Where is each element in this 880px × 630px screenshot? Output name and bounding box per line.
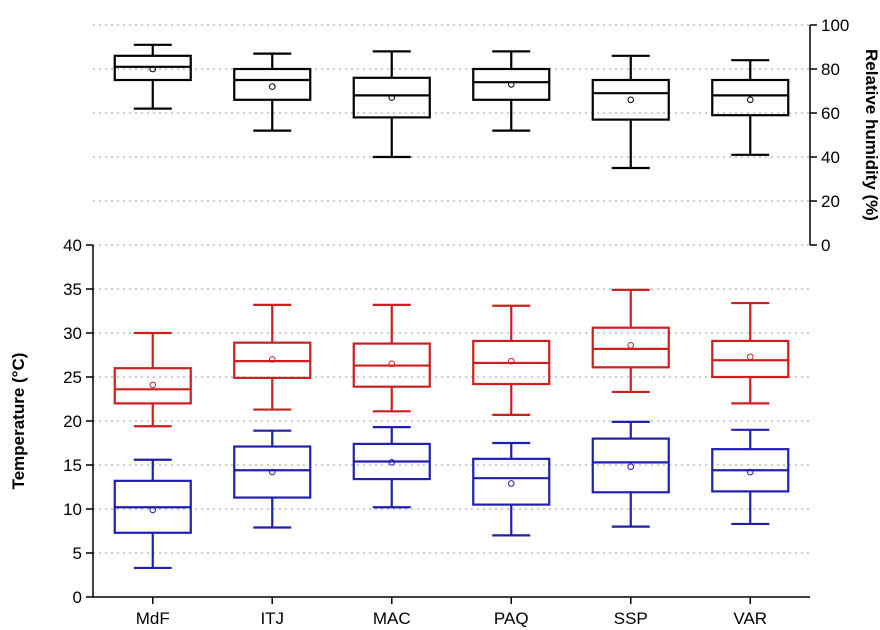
temperature-min-mean-marker	[508, 481, 514, 487]
humidity-tick-label: 20	[821, 192, 840, 211]
humidity-box-PAQ	[473, 51, 549, 130]
humidity-panel: 0 20 40 60 80 100 Relative humidity (%)	[93, 16, 880, 255]
temperature-tick-label: 10	[63, 500, 82, 519]
humidity-tick-label: 40	[821, 148, 840, 167]
temperature-max-mean-marker	[628, 343, 634, 349]
temperature-tick-label: 15	[63, 456, 82, 475]
temperature-min-box-MAC	[354, 427, 430, 507]
humidity-tick-label: 0	[821, 236, 830, 255]
temperature-min-box-ITJ	[234, 431, 310, 528]
humidity-box-SSP	[593, 56, 669, 168]
temperature-tick-label: 35	[63, 280, 82, 299]
x-tick-label: ITJ	[260, 609, 284, 628]
temperature-gridlines	[93, 245, 810, 553]
temperature-max-box-ITJ	[234, 305, 310, 410]
temperature-min-box-SSP	[593, 422, 669, 527]
temperature-max-mean-marker	[150, 382, 156, 388]
temperature-tick-label: 5	[73, 544, 82, 563]
temperature-min-mean-marker	[628, 464, 634, 470]
humidity-mean-marker	[628, 97, 634, 103]
temperature-tick-label: 20	[63, 412, 82, 431]
temperature-max-iqr-box	[115, 368, 191, 403]
temperature-tick-label: 0	[73, 588, 82, 607]
temperature-panel: 0 5 10 15 20 25 30 35 40 MdF ITJ MAC PAQ SSP VAR Temp…	[9, 236, 810, 628]
temperature-tick-label: 40	[63, 236, 82, 255]
humidity-iqr-box	[234, 69, 310, 100]
temperature-min-iqr-box	[234, 447, 310, 498]
temperature-tick-label: 30	[63, 324, 82, 343]
humidity-tick-label: 60	[821, 104, 840, 123]
x-tick-label: PAQ	[494, 609, 529, 628]
humidity-box-VAR	[712, 60, 788, 155]
humidity-mean-marker	[747, 97, 753, 103]
temperature-max-box-VAR	[712, 303, 788, 403]
humidity-box-ITJ	[234, 54, 310, 131]
humidity-boxes	[115, 45, 789, 168]
humidity-tick-label: 100	[821, 16, 849, 35]
humidity-iqr-box	[712, 80, 788, 115]
temperature-tick-label: 25	[63, 368, 82, 387]
x-tick-label: VAR	[733, 609, 767, 628]
temperature-boxes	[115, 290, 789, 568]
temperature-min-box-PAQ	[473, 443, 549, 535]
temperature-max-iqr-box	[593, 328, 669, 368]
temperature-min-box-VAR	[712, 430, 788, 524]
humidity-box-MAC	[354, 51, 430, 157]
humidity-iqr-box	[593, 80, 669, 120]
humidity-tick-label: 80	[821, 60, 840, 79]
humidity-y-ticks: 0 20 40 60 80 100	[810, 16, 849, 255]
temperature-max-box-MdF	[115, 333, 191, 426]
humidity-axis-title: Relative humidity (%)	[862, 49, 880, 221]
temperature-max-iqr-box	[712, 341, 788, 377]
x-tick-label: MAC	[373, 609, 411, 628]
humidity-iqr-box	[354, 78, 430, 118]
humidity-mean-marker	[269, 84, 275, 90]
temperature-max-mean-marker	[747, 354, 753, 360]
temperature-y-ticks: 0 5 10 15 20 25 30 35 40	[63, 236, 93, 607]
x-tick-label: MdF	[136, 609, 170, 628]
x-ticks: MdF ITJ MAC PAQ SSP VAR	[136, 597, 767, 628]
humidity-gridlines	[93, 25, 810, 201]
temperature-min-iqr-box	[473, 459, 549, 505]
temperature-min-box-MdF	[115, 460, 191, 568]
humidity-iqr-box	[473, 69, 549, 100]
temperature-max-box-MAC	[354, 305, 430, 411]
temperature-max-box-PAQ	[473, 306, 549, 415]
temperature-axis-title: Temperature (°C)	[9, 353, 28, 490]
x-tick-label: SSP	[614, 609, 648, 628]
humidity-box-MdF	[115, 45, 191, 109]
